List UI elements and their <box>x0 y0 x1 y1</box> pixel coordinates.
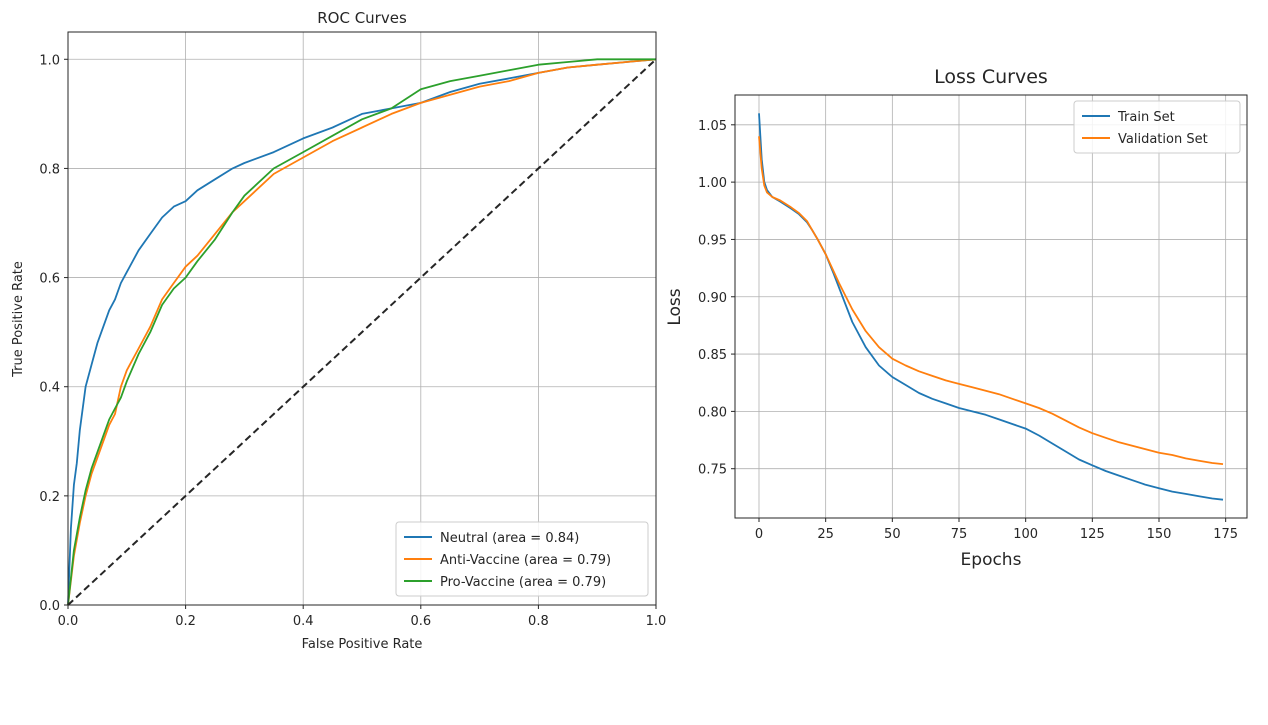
roc-y-tick-label: 0.6 <box>39 272 60 287</box>
loss-legend-label: Train Set <box>1117 110 1175 125</box>
loss-legend-label: Validation Set <box>1118 132 1208 147</box>
loss-y-tick-label: 0.90 <box>698 291 727 306</box>
loss-x-tick-label: 125 <box>1080 527 1105 542</box>
loss-ticks: 0 25 50 75 100 125 150 175 0.75 0.80 0.85 0.90 0.95 1… <box>698 119 1238 542</box>
roc-x-tick-label: 0.6 <box>410 614 431 629</box>
roc-x-tick-label: 1.0 <box>646 614 667 629</box>
loss-grid <box>735 95 1247 518</box>
roc-x-tick-label: 0.4 <box>293 614 314 629</box>
roc-chart: ROC Curves 0.0 0.2 0.4 0.6 0.8 1.00.00.20.40.… <box>11 9 666 652</box>
loss-chart: Loss Curves 0 25 50 75 100 125 150 1750.750.800… <box>665 66 1248 570</box>
loss-series-line-0 <box>758 113 1224 501</box>
roc-y-tick-label: 1.0 <box>39 53 60 68</box>
roc-x-axis-label: False Positive Rate <box>302 637 423 652</box>
roc-legend-label: Pro-Vaccine (area = 0.79) <box>440 575 606 590</box>
loss-x-tick-label: 175 <box>1213 527 1238 542</box>
roc-y-tick-label: 0.8 <box>39 162 60 177</box>
loss-x-tick-label: 150 <box>1147 527 1172 542</box>
loss-legend: Train Set Validation Set <box>1073 100 1241 154</box>
roc-x-tick-label: 0.8 <box>528 614 549 629</box>
loss-y-axis-label: Loss <box>665 288 685 325</box>
roc-legend-box <box>395 521 649 597</box>
roc-y-tick-label: 0.0 <box>39 599 60 614</box>
roc-legend-label: Neutral (area = 0.84) <box>440 531 579 546</box>
loss-x-tick-label: 25 <box>817 527 834 542</box>
roc-series-line-3 <box>67 58 657 606</box>
loss-y-tick-label: 0.95 <box>698 233 727 248</box>
loss-x-tick-label: 0 <box>755 527 763 542</box>
roc-legend: Neutral (area = 0.84) Anti-Vaccine (area … <box>395 521 649 597</box>
loss-x-tick-label: 100 <box>1013 527 1038 542</box>
roc-series-line-1 <box>67 58 657 606</box>
roc-series <box>67 58 657 606</box>
loss-plot-frame <box>734 94 1248 519</box>
loss-y-tick-label: 1.00 <box>698 176 727 191</box>
roc-series-line-0 <box>67 58 657 606</box>
roc-y-tick-label: 0.2 <box>39 490 60 505</box>
loss-legend-box <box>1073 100 1241 154</box>
loss-x-tick-label: 50 <box>884 527 901 542</box>
loss-title: Loss Curves <box>934 66 1048 88</box>
roc-x-tick-label: 0.0 <box>58 614 79 629</box>
loss-y-tick-label: 0.80 <box>698 405 727 420</box>
roc-x-tick-label: 0.2 <box>175 614 196 629</box>
loss-x-tick-label: 75 <box>951 527 968 542</box>
loss-y-tick-label: 0.85 <box>698 348 727 363</box>
loss-y-tick-label: 1.05 <box>698 119 727 134</box>
loss-x-axis-label: Epochs <box>961 550 1022 570</box>
roc-ticks: 0.0 0.2 0.4 0.6 0.8 1.0 0.0 0.2 0.4 0.6 0.8 1.0 <box>39 53 666 629</box>
roc-legend-label: Anti-Vaccine (area = 0.79) <box>440 553 611 568</box>
roc-y-axis-label: True Positive Rate <box>11 261 26 378</box>
loss-series <box>758 113 1224 501</box>
roc-y-tick-label: 0.4 <box>39 381 60 396</box>
roc-title: ROC Curves <box>317 9 407 27</box>
loss-series-line-1 <box>758 136 1224 465</box>
loss-y-tick-label: 0.75 <box>698 463 727 478</box>
roc-plot-frame <box>67 31 657 606</box>
roc-series-line-2 <box>67 58 656 606</box>
